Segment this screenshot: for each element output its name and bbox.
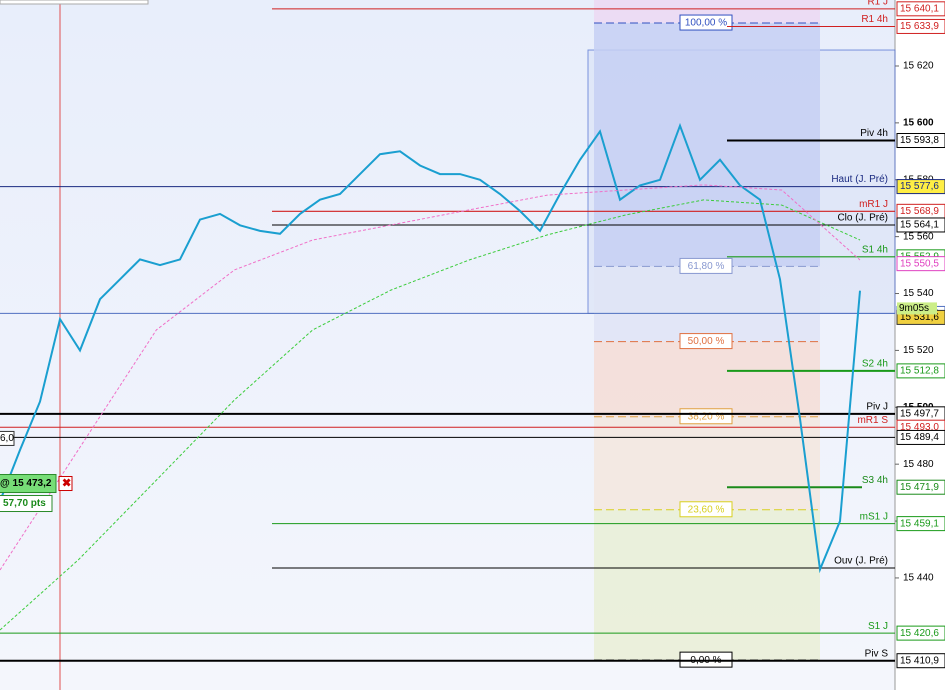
level-value-box (896, 625, 945, 641)
level-label: mS1 J (860, 511, 888, 522)
series-line (0, 199, 861, 631)
fib-top-band (594, 0, 820, 24)
level-label: S3 4h (862, 475, 888, 486)
level-value-box (896, 217, 945, 233)
fib-label: 50,00 % (688, 336, 725, 347)
close-button (58, 476, 73, 492)
y-tick-label: 15 440 (903, 573, 934, 584)
position-points: 57,70 pts (3, 498, 46, 509)
fib-label: 100,00 % (685, 18, 727, 29)
level-value-box (896, 179, 945, 195)
y-tick-label: 15 540 (903, 288, 934, 299)
fib-label-box (679, 14, 733, 31)
level-value-box (896, 256, 945, 272)
fib-label: 38,20 % (688, 411, 725, 422)
level-value: 15 497,7 (900, 408, 939, 419)
panel-edge (0, 0, 149, 5)
y-tick-label: 15 600 (903, 118, 934, 129)
fib-label-box (679, 501, 733, 518)
y-tick-label: 15 560 (903, 231, 934, 242)
level-label: Piv S (865, 648, 889, 659)
y-tick-label: 15 520 (903, 345, 934, 356)
position-box (0, 474, 57, 494)
level-value-box (896, 133, 945, 149)
level-label: Piv 4h (860, 128, 888, 139)
level-label: mR1 J (859, 199, 888, 210)
level-value: 15 410,9 (900, 655, 939, 666)
y-tick-label: 15 620 (903, 61, 934, 72)
level-label: S1 J (868, 621, 888, 632)
fib-zone (594, 509, 820, 661)
fib-label-box (679, 408, 733, 425)
fib-zone (594, 23, 820, 267)
level-value: 15 493,0 (900, 422, 939, 433)
fib-zone (594, 341, 820, 417)
level-value: 15 512,8 (900, 366, 939, 377)
level-value-box (896, 1, 945, 17)
level-label: S1 4h (862, 244, 888, 255)
level-value: 15 593,8 (900, 135, 939, 146)
countdown: 9m05s (899, 303, 929, 314)
y-tick-label: 15 480 (903, 459, 934, 470)
close-x: ✖ (62, 477, 71, 489)
level-label: Piv J (866, 401, 888, 412)
fragment-box (0, 430, 15, 446)
level-value: 15 640,1 (900, 3, 939, 14)
level-value: 15 564,1 (900, 220, 939, 231)
fib-label-box (679, 257, 733, 274)
fib-label-box (679, 333, 733, 350)
level-value-box (896, 516, 945, 532)
level-label: Clo (J. Pré) (837, 213, 888, 224)
fib-zone (594, 416, 820, 510)
points-box (0, 495, 53, 513)
level-value-box (896, 653, 945, 669)
fib-label-box (679, 651, 733, 668)
level-label: R1 4h (861, 14, 888, 25)
level-value: 15 489,4 (900, 432, 939, 443)
level-value-box (896, 363, 945, 379)
fib-zone (594, 266, 820, 342)
level-label: mR1 S (857, 415, 888, 426)
level-value-box (896, 429, 945, 445)
level-label: Ouv (J. Pré) (834, 556, 888, 567)
level-value: 15 459,1 (900, 518, 939, 529)
countdown-box (897, 302, 937, 315)
fib-label: 61,80 % (688, 261, 725, 272)
level-value-box (896, 18, 945, 34)
level-value: 15 577,6 (900, 181, 939, 192)
level-value: 15 568,9 (900, 206, 939, 217)
level-label: R1 J (867, 0, 888, 7)
position-price: @ 15 473,2 (0, 478, 52, 489)
series-line (0, 184, 861, 571)
level-value: 15 420,6 (900, 628, 939, 639)
level-value-box (896, 479, 945, 495)
fragment: 6,0 (0, 433, 14, 444)
fib-label: 23,60 % (688, 504, 725, 515)
level-label: Haut (J. Pré) (831, 174, 888, 185)
level-value: 15 633,9 (900, 21, 939, 32)
level-value: 15 531,6 (900, 312, 939, 323)
level-label: S2 4h (862, 359, 888, 370)
level-value: 15 471,9 (900, 482, 939, 493)
level-value: 15 550,5 (900, 258, 939, 269)
series-line (0, 122, 861, 574)
